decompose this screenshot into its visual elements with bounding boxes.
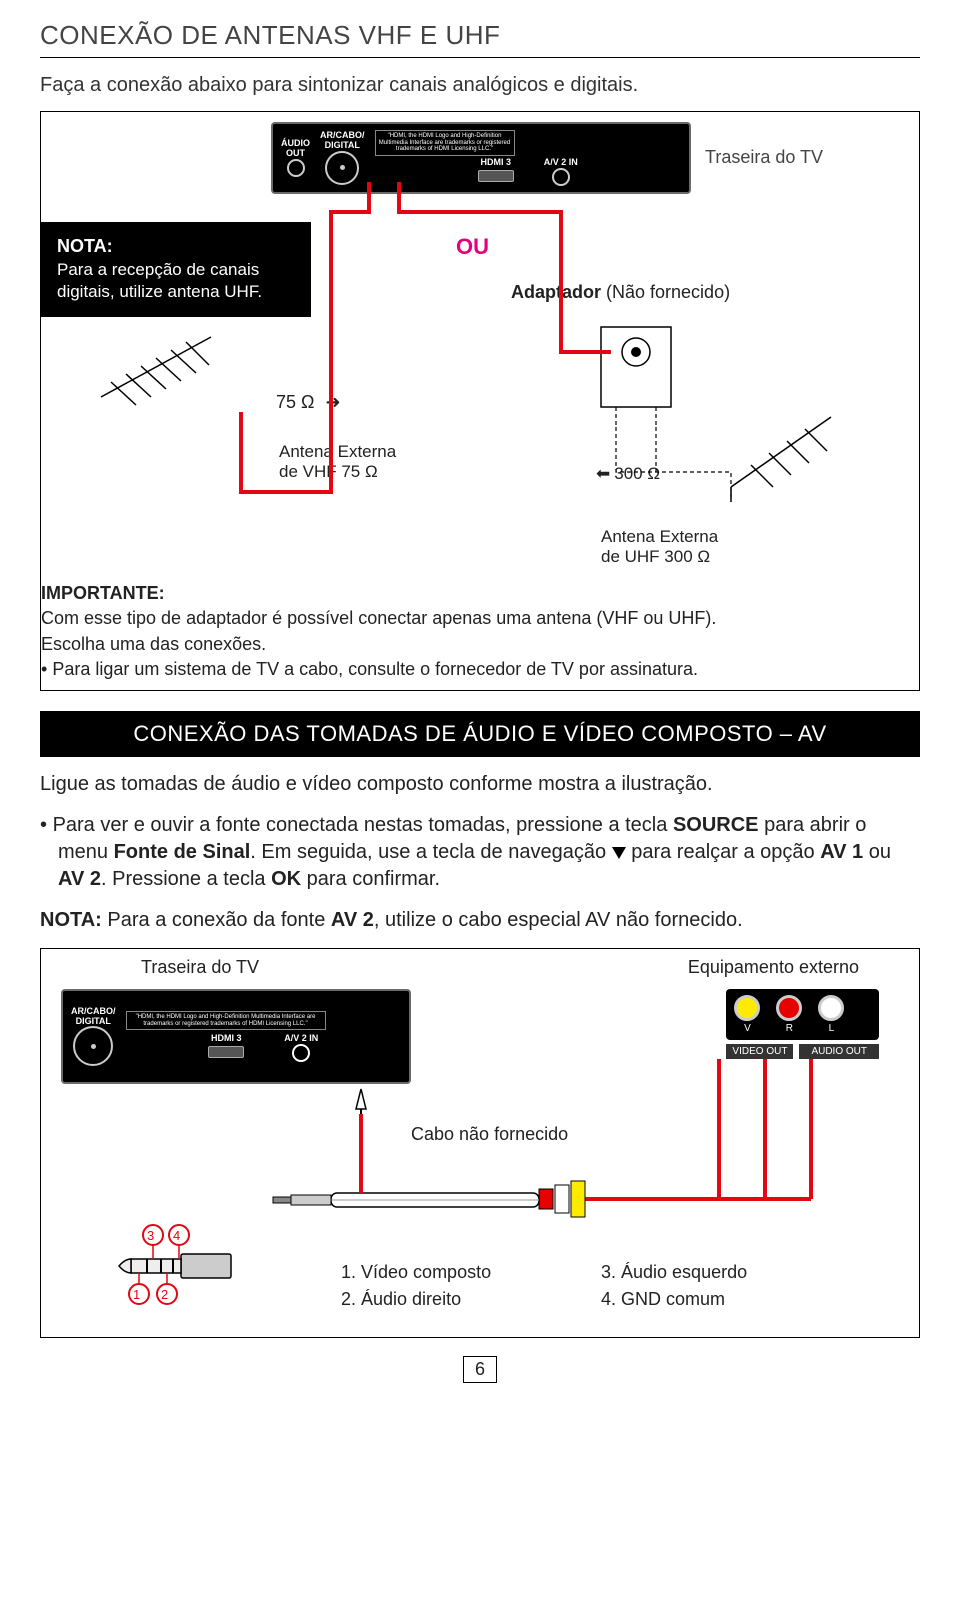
b-fonte: Fonte de Sinal xyxy=(114,841,251,863)
pin-4: 4 xyxy=(173,1228,180,1243)
legend-3: 3. Áudio esquerdo xyxy=(601,1259,747,1286)
nota2-av2: AV 2 xyxy=(331,909,374,931)
nota-heading: NOTA: xyxy=(57,236,295,257)
legend-2: 2. Áudio direito xyxy=(341,1286,491,1313)
vhf-antenna-label: Antena Externa de VHF 75 Ω xyxy=(279,442,396,483)
uhf-300ohm: ⬅300 Ω xyxy=(596,464,660,484)
adaptador-bold: Adaptador xyxy=(511,282,601,302)
hdmi3-port-top xyxy=(478,170,514,182)
audio-out-port xyxy=(287,159,305,177)
b-end: para confirmar. xyxy=(301,868,440,890)
hdmi3-label-top: HDMI 3 xyxy=(478,158,514,168)
nota2-end: , utilize o cabo especial AV não forneci… xyxy=(374,909,743,931)
trrs-plug: 1 2 3 4 xyxy=(91,1219,241,1314)
section2-bullet: • Para ver e ouvir a fonte conectada nes… xyxy=(40,812,920,893)
section1-title: CONEXÃO DE ANTENAS VHF E UHF xyxy=(40,20,920,51)
coax-port-top xyxy=(325,151,359,185)
vhf-75ohm: 75 Ω ➜ xyxy=(276,392,341,413)
b-m4: . Pressione a tecla xyxy=(101,868,271,890)
nota2-body: Para a conexão da fonte xyxy=(102,909,331,931)
tv-caption-top: Traseira do TV xyxy=(705,147,823,168)
plug-legend-right: 3. Áudio esquerdo 4. GND comum xyxy=(601,1259,747,1313)
hdmi-legal-top: "HDMI, the HDMI Logo and High-Definition… xyxy=(375,130,515,156)
legend-1: 1. Vídeo composto xyxy=(341,1259,491,1286)
pin-1: 1 xyxy=(133,1287,140,1302)
uhf-antenna-label: Antena Externa de UHF 300 Ω xyxy=(601,527,718,568)
b-av1: AV 1 xyxy=(820,841,863,863)
b-m3: para realçar a opção xyxy=(626,841,821,863)
b-m2: . Em seguida, use a tecla de navegação xyxy=(250,841,611,863)
av2in-port-top xyxy=(552,168,570,186)
nota-body: Para a recepção de canais digitais, util… xyxy=(57,259,295,303)
importante-line2: Escolha uma das conexões. xyxy=(41,632,919,657)
section2-nota: NOTA: Para a conexão da fonte AV 2, util… xyxy=(40,907,920,934)
b-ok: OK xyxy=(271,868,301,890)
vhf-75ohm-text: 75 Ω xyxy=(276,392,314,412)
legend-4: 4. GND comum xyxy=(601,1286,747,1313)
page-number: 6 xyxy=(463,1356,497,1383)
b-av2: AV 2 xyxy=(58,868,101,890)
arcabo-label: AR/CABO/ DIGITAL xyxy=(320,131,365,151)
b-or: ou xyxy=(863,841,891,863)
section1-divider xyxy=(40,57,920,58)
tv-rear-panel-top: ÁUDIO OUT AR/CABO/ DIGITAL "HDMI, the HD… xyxy=(271,122,691,194)
importante-line1: Com esse tipo de adaptador é possível co… xyxy=(41,606,919,631)
uhf-adapter-box xyxy=(591,317,691,432)
antenna-diagram: ÁUDIO OUT AR/CABO/ DIGITAL "HDMI, the HD… xyxy=(40,111,920,691)
b-pre: Para ver e ouvir a fonte conectada nesta… xyxy=(53,814,673,836)
importante-heading: IMPORTANTE: xyxy=(41,583,165,603)
importante-block: IMPORTANTE: Com esse tipo de adaptador é… xyxy=(41,581,919,682)
nota2-pre: NOTA: xyxy=(40,909,102,931)
down-triangle-icon xyxy=(612,847,626,859)
vhf-antenna xyxy=(81,327,261,422)
audio-out-label: ÁUDIO OUT xyxy=(281,139,310,159)
uhf-antenna xyxy=(721,397,871,512)
av2in-label-top: A/V 2 IN xyxy=(544,158,578,168)
ou-label: OU xyxy=(456,234,489,260)
adaptador-suffix: (Não fornecido) xyxy=(606,282,730,302)
b-source: SOURCE xyxy=(673,814,759,836)
section2-title-bar: CONEXÃO DAS TOMADAS DE ÁUDIO E VÍDEO COM… xyxy=(40,711,920,757)
av-diagram: Traseira do TV Equipamento externo AR/CA… xyxy=(40,948,920,1338)
pin-3: 3 xyxy=(147,1228,154,1243)
pin-2: 2 xyxy=(161,1287,168,1302)
section2-p1: Ligue as tomadas de áudio e vídeo compos… xyxy=(40,771,920,798)
section1-intro: Faça a conexão abaixo para sintonizar ca… xyxy=(40,74,920,97)
adaptador-label: Adaptador (Não fornecido) xyxy=(511,282,730,303)
uhf-300ohm-text: 300 Ω xyxy=(614,464,660,483)
importante-bullet: Para ligar um sistema de TV a cabo, cons… xyxy=(41,657,919,682)
plug-legend-left: 1. Vídeo composto 2. Áudio direito xyxy=(341,1259,491,1313)
nota-box: NOTA: Para a recepção de canais digitais… xyxy=(41,222,311,317)
